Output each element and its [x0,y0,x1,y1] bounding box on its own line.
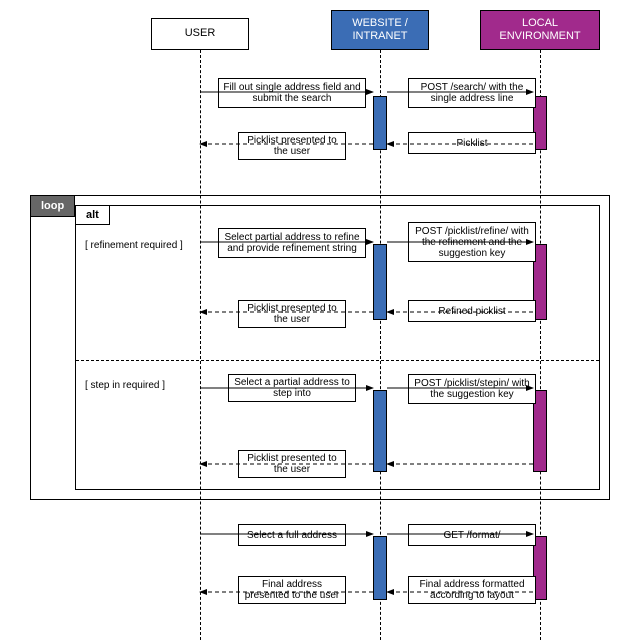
msg-req-4: Select a full address [238,524,346,546]
msg-retreq-1: Picklist presented to the user [238,132,346,160]
msg-req-2: Select partial address to refine and pro… [218,228,366,258]
msg-retreq-2: Picklist presented to the user [238,300,346,328]
activation-website-3 [373,390,387,472]
activation-website-2 [373,244,387,320]
activation-website-1 [373,96,387,150]
sequence-diagram: USER WEBSITE / INTRANET LOCAL ENVIRONMEN… [0,0,626,642]
participant-user-label: USER [185,27,216,40]
msg-retcall-2: Refined picklist [408,300,536,322]
participant-website-label: WEBSITE / INTRANET [336,17,424,43]
guard-stepin: [ step in required ] [85,380,165,391]
msg-retreq-4: Final address presented to the user [238,576,346,604]
participant-local: LOCAL ENVIRONMENT [480,10,600,50]
fragment-alt-label: alt [75,205,110,225]
fragment-loop-label: loop [30,195,75,217]
alt-divider [76,360,599,361]
participant-user: USER [151,18,249,50]
participant-website: WEBSITE / INTRANET [331,10,429,50]
msg-call-2: POST /picklist/refine/ with the refineme… [408,222,536,262]
participant-local-label: LOCAL ENVIRONMENT [485,17,595,43]
activation-website-4 [373,536,387,600]
msg-call-3: POST /picklist/stepin/ with the suggesti… [408,374,536,404]
msg-call-4: GET /format/ [408,524,536,546]
msg-retcall-1: Picklist [408,132,536,154]
msg-req-1: Fill out single address field and submit… [218,78,366,108]
guard-refine: [ refinement required ] [85,240,183,251]
msg-call-1: POST /search/ with the single address li… [408,78,536,108]
msg-retreq-3: Picklist presented to the user [238,450,346,478]
msg-retcall-4: Final address formatted according to lay… [408,576,536,604]
msg-req-3: Select a partial address to step into [228,374,356,402]
